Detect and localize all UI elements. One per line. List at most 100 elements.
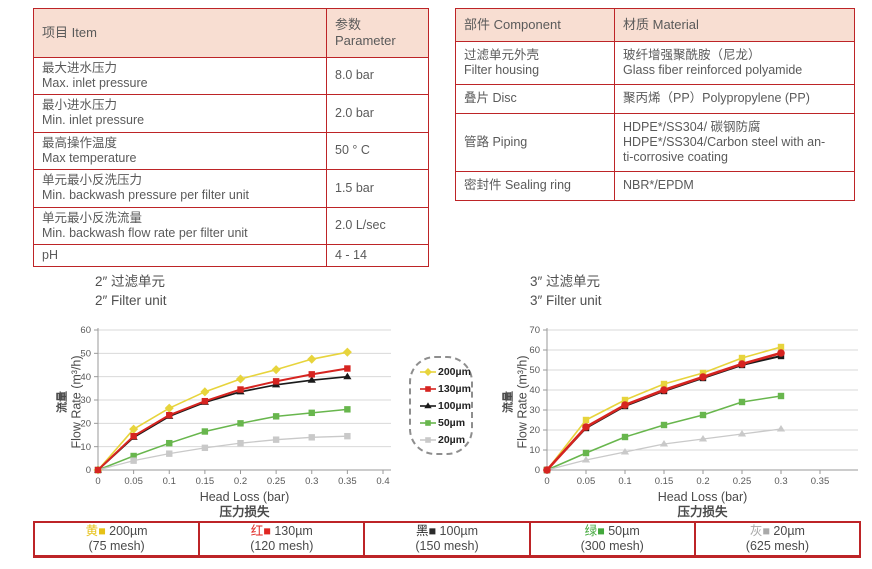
- spec-header-item: 项目 Item: [33, 8, 327, 58]
- chart1-plot: 0 10 20 30 40 50 60 0 0.05 0.1 0.15 0.2 0.25 0.3 0.35 0…: [80, 325, 391, 519]
- svg-text:0: 0: [95, 476, 100, 487]
- spec-table-row: 单元最小反洗流量 Min. backwash flow rate per filt…: [33, 206, 429, 246]
- svg-text:0.15: 0.15: [655, 476, 674, 487]
- svg-text:0.35: 0.35: [811, 476, 830, 487]
- mesh-cell-mesh-line: (625 mesh): [745, 539, 810, 553]
- svg-text:压力损失: 压力损失: [219, 504, 270, 519]
- spec-item-cell: 最小进水压力 Min. inlet pressure: [33, 94, 327, 133]
- material-component-cell: 密封件 Sealing ring: [455, 171, 615, 201]
- mesh-color-swatch: 红■: [250, 524, 271, 538]
- mesh-cell-mesh-line: (150 mesh): [415, 539, 479, 553]
- svg-text:0: 0: [86, 465, 91, 476]
- svg-text:0.05: 0.05: [124, 476, 143, 487]
- mesh-color-swatch: 黄■: [85, 524, 106, 538]
- svg-text:0.2: 0.2: [234, 476, 247, 487]
- material-material-cell: NBR*/EPDM: [614, 171, 855, 201]
- material-table-row: 管路 Piping HDPE*/SS304/ 碳钢防腐 HDPE*/SS304/Ca…: [455, 112, 855, 173]
- svg-text:压力损失: 压力损失: [677, 504, 728, 519]
- square-marker-icon: [420, 419, 436, 426]
- svg-text:0.25: 0.25: [267, 476, 286, 487]
- legend-entry-label: 200µm: [438, 365, 471, 378]
- chart2-title-cn: 3″ 过滤单元: [530, 274, 601, 289]
- spec-table-row: 最大进水压力 Max. inlet pressure 8.0 bar: [33, 56, 429, 96]
- triangle-marker-icon: [420, 401, 436, 408]
- legend-entry-200um: 200µm: [420, 366, 471, 378]
- mesh-cell-mesh-line: (300 mesh): [580, 539, 644, 553]
- legend-entry-130um: 130µm: [420, 383, 471, 395]
- material-table-row: 密封件 Sealing ring NBR*/EPDM: [455, 171, 855, 201]
- mesh-cell-size-line: 黄■ 200µm: [85, 524, 148, 538]
- svg-text:30: 30: [80, 395, 91, 406]
- tick-labels: 0 10 20 30 40 50 60 70 0 0.05 0.1 0.15 0.2 0.25 0.3 0.3…: [529, 325, 829, 487]
- svg-text:0.35: 0.35: [338, 476, 357, 487]
- spec-value-cell: 4 - 14: [326, 244, 429, 268]
- series-50um: [543, 392, 785, 474]
- svg-text:50: 50: [80, 349, 91, 360]
- svg-text:40: 40: [80, 372, 91, 383]
- mesh-cell-130um: 红■ 130µm (120 mesh): [200, 523, 366, 555]
- spec-item-cell: 最大进水压力 Max. inlet pressure: [33, 56, 327, 96]
- mesh-legend-bar: 黄■ 200µm (75 mesh) 红■ 130µm (120 mesh) 黑■ 10…: [33, 521, 861, 558]
- square-marker-icon: [420, 385, 436, 392]
- svg-text:30: 30: [529, 405, 540, 416]
- spec-item-cell: 最高操作温度 Max temperature: [33, 131, 327, 171]
- mesh-color-swatch: 黑■: [416, 524, 437, 538]
- spec-value-cell: 50 ° C: [326, 131, 429, 171]
- svg-text:0.2: 0.2: [696, 476, 709, 487]
- mesh-cell-50um: 绿■ 50µm (300 mesh): [531, 523, 696, 555]
- material-component-cell: 管路 Piping: [455, 112, 615, 173]
- svg-text:0.15: 0.15: [196, 476, 215, 487]
- material-table-row: 过滤单元外壳 Filter housing 玻纤增强聚酰胺（尼龙） Glass fib…: [455, 40, 855, 86]
- tick-labels: 0 10 20 30 40 50 60 0 0.05 0.1 0.15 0.2 0.25 0.3 0.35 0…: [80, 325, 389, 487]
- spec-table-row: 最小进水压力 Min. inlet pressure 2.0 bar: [33, 94, 429, 133]
- mesh-cell-size-line: 绿■ 50µm: [584, 524, 640, 538]
- spec-value-cell: 8.0 bar: [326, 56, 429, 96]
- material-table-row: 叠片 Disc 聚丙烯（PP）Polypropylene (PP): [455, 84, 855, 114]
- svg-text:60: 60: [529, 345, 540, 356]
- mesh-color-swatch: 灰■: [749, 524, 770, 538]
- material-material-cell: 玻纤增强聚酰胺（尼龙） Glass fiber reinforced polyam…: [614, 40, 855, 86]
- svg-text:70: 70: [529, 325, 540, 336]
- material-component-cell: 叠片 Disc: [455, 84, 615, 114]
- legend-entry-100um: 100µm: [420, 400, 471, 412]
- spec-item-cell: 单元最小反洗压力 Min. backwash pressure per filte…: [33, 169, 327, 208]
- material-component-cell: 过滤单元外壳 Filter housing: [455, 40, 615, 86]
- x-axis-label: Head Loss (bar)压力损失: [200, 490, 290, 519]
- spec-table-row: 单元最小反洗压力 Min. backwash pressure per filte…: [33, 169, 429, 208]
- mesh-cell-size-line: 灰■ 20µm: [749, 524, 805, 538]
- axes: [543, 328, 858, 474]
- svg-text:0.1: 0.1: [163, 476, 176, 487]
- svg-text:20: 20: [529, 425, 540, 436]
- svg-text:Head Loss (bar): Head Loss (bar): [658, 490, 748, 504]
- svg-text:0.05: 0.05: [577, 476, 596, 487]
- chart2-plot: 0 10 20 30 40 50 60 70 0 0.05 0.1 0.15 0.2 0.25 0.3 0.3…: [529, 325, 858, 519]
- spec-table-header-row: 项目 Item 参数 Parameter: [33, 8, 429, 58]
- series-130um: [543, 349, 785, 474]
- material-material-cell: HDPE*/SS304/ 碳钢防腐 HDPE*/SS304/Carbon stee…: [614, 112, 855, 173]
- spec-item-cell: 单元最小反洗流量 Min. backwash flow rate per filt…: [33, 206, 327, 246]
- spec-table-row: 最高操作温度 Max temperature 50 ° C: [33, 131, 429, 171]
- spec-value-cell: 1.5 bar: [326, 169, 429, 208]
- gridlines: [98, 329, 391, 448]
- svg-text:0.3: 0.3: [774, 476, 787, 487]
- legend-entry-20um: 20µm: [420, 434, 471, 446]
- mesh-cell-mesh-line: (75 mesh): [88, 539, 145, 553]
- legend-entry-50um: 50µm: [420, 417, 471, 429]
- material-header-component: 部件 Component: [455, 8, 615, 42]
- spec-value-cell: 2.0 L/sec: [326, 206, 429, 246]
- spec-header-parameter: 参数 Parameter: [326, 8, 429, 58]
- svg-text:0.25: 0.25: [733, 476, 752, 487]
- mesh-cell-20um: 灰■ 20µm (625 mesh): [696, 523, 859, 555]
- spec-value-cell: 2.0 bar: [326, 94, 429, 133]
- mesh-cell-100um: 黑■ 100µm (150 mesh): [365, 523, 531, 555]
- mesh-cell-200um: 黄■ 200µm (75 mesh): [35, 523, 201, 555]
- material-header-material: 材质 Material: [614, 8, 855, 42]
- spec-table: 项目 Item 参数 Parameter 最大进水压力 Max. inlet pr…: [33, 8, 429, 268]
- series-legend-box: 200µm 130µm 100µm 50µm 20µm: [409, 356, 473, 455]
- svg-text:40: 40: [529, 385, 540, 396]
- mesh-color-swatch: 绿■: [584, 524, 605, 538]
- legend-entry-label: 100µm: [438, 399, 471, 412]
- mesh-cell-size-line: 红■ 130µm: [250, 524, 313, 538]
- chart1-title-en: 2″ Filter unit: [95, 292, 167, 308]
